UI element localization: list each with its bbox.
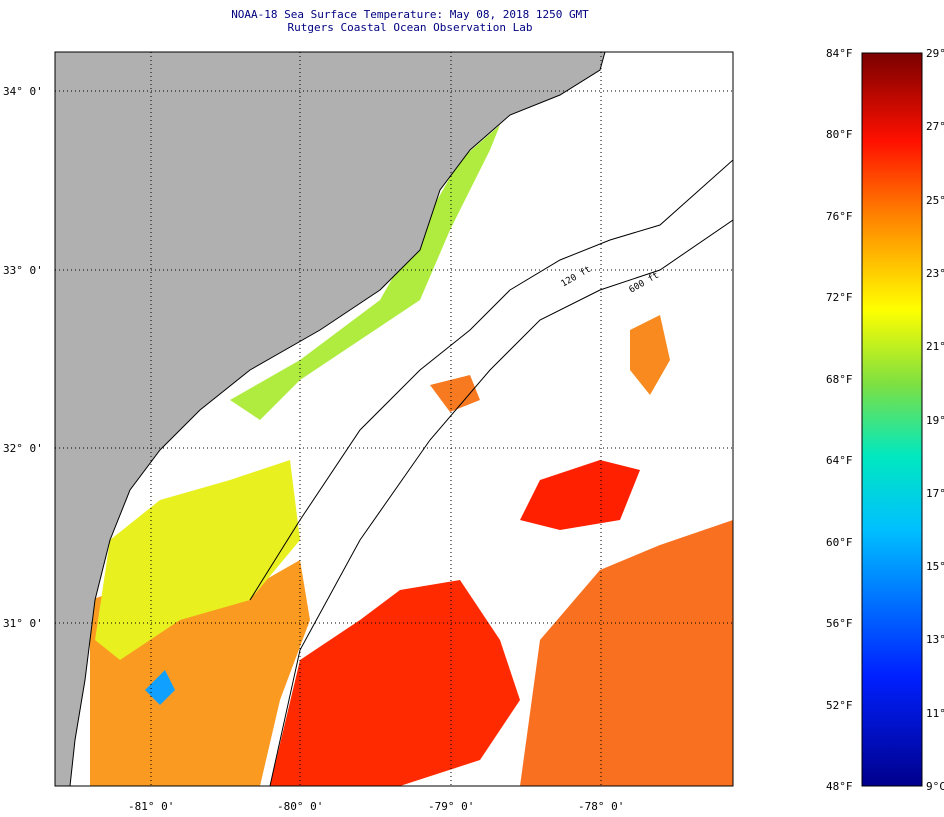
land	[55, 52, 605, 786]
contour-120ft	[249, 159, 733, 601]
colorbar-label-f: 52°F	[826, 698, 853, 712]
colorbar-label-c: 27°C	[926, 120, 944, 134]
lat-label: 32° 0'	[3, 442, 43, 455]
colorbar-label-f: 80°F	[826, 128, 853, 142]
sst-orange-patch	[630, 315, 670, 395]
colorbar-label-f: 56°F	[826, 617, 853, 631]
sst-blue-patch	[145, 670, 175, 705]
lon-label: -80° 0'	[277, 800, 324, 813]
contour-600ft	[269, 219, 733, 786]
colorbar-label-c: 17°C	[926, 486, 944, 500]
colorbar-label-c: 11°C	[926, 706, 944, 720]
lat-label: 33° 0'	[3, 264, 43, 277]
colorbar-label-c: 21°C	[926, 340, 944, 354]
sst-green-coastal	[230, 125, 500, 420]
lat-label: 34° 0'	[3, 85, 43, 98]
colorbar-label-c: 29°C	[926, 47, 944, 60]
colorbar-label-f: 68°F	[826, 372, 853, 386]
sst-yellow-band	[95, 460, 300, 660]
lon-label: -78° 0'	[578, 800, 625, 813]
colorbar-label-c: 9°C	[926, 780, 944, 793]
colorbar	[861, 52, 923, 787]
title-line-1: NOAA-18 Sea Surface Temperature: May 08,…	[231, 8, 589, 21]
lat-label: 31° 0'	[3, 617, 43, 630]
sst-red-patch	[520, 460, 640, 530]
colorbar-label-c: 25°C	[926, 193, 944, 207]
sst-red-central	[270, 580, 520, 786]
colorbar-label-c: 19°C	[926, 413, 944, 427]
lon-label: -79° 0'	[428, 800, 475, 813]
graticule	[55, 52, 733, 786]
colorbar-label-f: 84°F	[826, 47, 853, 60]
lon-label: -81° 0'	[128, 800, 175, 813]
sst-orange-southeast	[520, 520, 733, 786]
map-frame	[54, 51, 734, 787]
colorbar-label-c: 15°C	[926, 560, 944, 574]
colorbar-label-f: 64°F	[826, 454, 853, 468]
colorbar-label-f: 48°F	[826, 780, 853, 793]
colorbar-label-f: 72°F	[826, 291, 853, 305]
sst-orange-patch	[430, 375, 480, 412]
colorbar-label-f: 60°F	[826, 535, 853, 549]
coastline	[69, 52, 606, 786]
colorbar-label-c: 13°C	[926, 633, 944, 647]
colorbar-label-f: 76°F	[826, 209, 853, 223]
colorbar-label-c: 23°C	[926, 266, 944, 280]
title-line-2: Rutgers Coastal Ocean Observation Lab	[287, 21, 533, 34]
